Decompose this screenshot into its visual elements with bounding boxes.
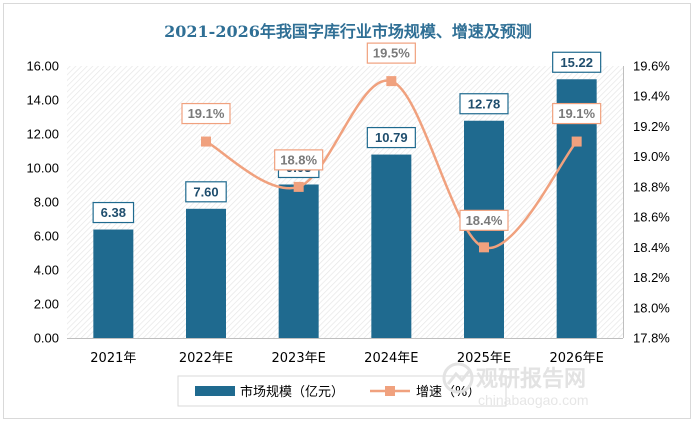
y-right-tick-label: 18.0%: [633, 300, 670, 315]
growth-value-label-1-box: 19.1%: [181, 102, 231, 125]
y-left-tick-label: 8.00: [34, 195, 59, 210]
legend-label-line: 增速（%）: [416, 385, 480, 400]
y-right-tick-label: 19.4%: [633, 89, 670, 104]
growth-value-label-4-frame: [459, 209, 509, 231]
y-left-tick-label: 12.00: [26, 127, 59, 142]
growth-marker-2: [293, 181, 304, 192]
x-axis: 2021年 2022年E 2023年E 2024年E 2025年E 2026年E: [67, 338, 623, 366]
x-tick-label: 2023年E: [272, 351, 326, 366]
growth-value-label-3-box: 19.5%: [366, 42, 416, 64]
y-axis-left: 0.00 2.00 4.00 6.00 8.00 10.00 12.00 14.00 16.00: [26, 59, 59, 346]
growth-value-label-5: 19.1%: [558, 106, 595, 121]
growth-marker-4: [479, 242, 489, 253]
bar-value-label-0: 6.38: [101, 205, 126, 220]
bar-value-label-5-frame: [552, 51, 602, 73]
growth-value-label-3-frame: [366, 42, 416, 64]
y-right-tick-label: 19.2%: [633, 119, 670, 134]
growth-value-label-1-frame: [181, 102, 231, 125]
bar-value-label-4-frame: [459, 93, 509, 115]
watermark-brand: 观研报告网: [476, 367, 586, 392]
y-left-tick-label: 10.00: [26, 161, 59, 176]
bar-value-label-3-frame: [366, 126, 416, 149]
x-tick-label: 2022年E: [179, 351, 233, 366]
bar-1: [186, 208, 226, 338]
growth-value-label-5-box: 19.1%: [552, 102, 602, 125]
line-layer: [201, 76, 582, 253]
x-tick-label: 2025年E: [457, 351, 511, 366]
bar-value-label-1-frame: [185, 181, 227, 203]
growth-value-label-3: 19.5%: [373, 46, 410, 61]
growth-value-label-4-box: 18.4%: [459, 209, 509, 231]
legend-swatch-bars: [195, 386, 235, 396]
growth-value-label-2-box: 18.8%: [274, 149, 324, 171]
bar-value-label-0-box: 6.38: [92, 201, 135, 224]
y-right-tick-label: 18.2%: [633, 270, 670, 285]
y-right-tick-label: 19.0%: [633, 149, 670, 164]
plot-area: [67, 66, 623, 338]
y-right-tick-label: 18.6%: [633, 210, 670, 225]
bar-2: [278, 184, 319, 338]
y-left-tick-label: 14.00: [26, 93, 59, 108]
growth-marker-3: [386, 76, 397, 87]
x-tick-label: 2026年E: [550, 351, 604, 366]
y-right-tick-label: 17.8%: [633, 331, 670, 346]
y-left-tick-label: 0.00: [34, 331, 59, 346]
bar-value-label-1-box: 7.60: [185, 181, 227, 203]
y-left-tick-label: 16.00: [26, 59, 59, 74]
watermark-arrow-icon: [446, 369, 472, 385]
growth-marker-1: [201, 136, 211, 147]
growth-value-label-1: 19.1%: [188, 106, 225, 121]
bar-value-label-3-box: 10.79: [366, 126, 416, 149]
y-right-tick-label: 18.4%: [633, 240, 670, 255]
legend-swatch-marker: [385, 386, 395, 396]
bar-value-label-4-box: 12.78: [459, 93, 509, 115]
bar-3: [371, 154, 412, 338]
x-tick-label: 2021年: [90, 351, 136, 366]
y-left-tick-label: 6.00: [34, 229, 59, 244]
bar-value-label-4: 12.78: [468, 96, 501, 111]
y-right-tick-label: 19.6%: [633, 59, 670, 74]
growth-marker-5: [571, 136, 582, 147]
legend-label-bars: 市场规模（亿元）: [240, 384, 344, 400]
growth-value-label-4: 18.4%: [466, 213, 503, 228]
growth-value-label-5-frame: [552, 102, 602, 125]
bar-value-label-3: 10.79: [375, 130, 408, 145]
bar-value-label-1: 7.60: [193, 184, 218, 199]
y-left-tick-label: 4.00: [34, 263, 59, 278]
bar-0: [93, 229, 134, 338]
y-left-tick-label: 2.00: [34, 297, 59, 312]
x-tick-label: 2024年E: [364, 351, 418, 366]
y-axis-right: 17.8% 18.0% 18.2% 18.4% 18.6% 18.8% 19.0% 19.2%…: [623, 59, 670, 346]
watermark-logo-icon: [442, 362, 474, 394]
labels-layer: 6.387.609.0310.7912.7815.2219.1%18.8%19.…: [92, 42, 602, 231]
watermark-url: chinabaogao.com: [478, 392, 589, 408]
chart-title: 2021-2026年我国字库行业市场规模、增速及预测: [164, 22, 532, 41]
growth-value-label-2-frame: [274, 149, 324, 171]
bar-value-label-5-box: 15.22: [552, 51, 602, 73]
bar-value-label-5: 15.22: [560, 55, 593, 70]
bar-value-label-0-frame: [92, 201, 135, 224]
growth-value-label-2: 18.8%: [280, 152, 317, 167]
y-right-tick-label: 18.8%: [633, 179, 670, 194]
bars-layer: [93, 79, 597, 339]
